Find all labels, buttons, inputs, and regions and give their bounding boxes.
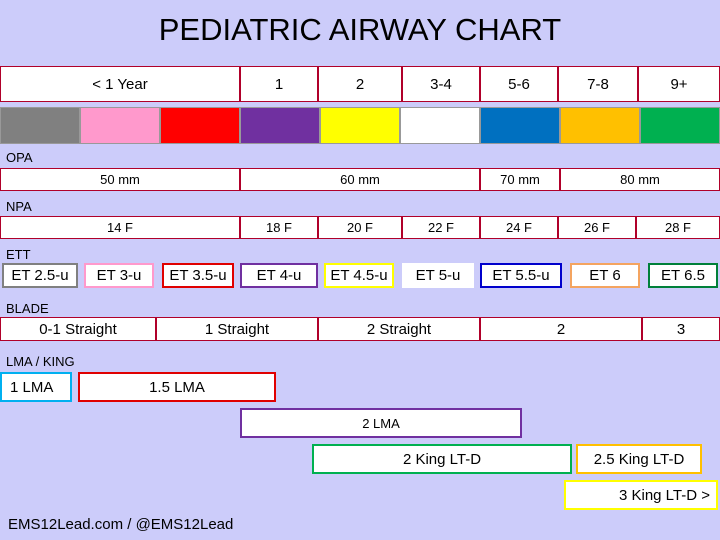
age-cell: 3-4 <box>402 66 480 102</box>
blade-size: 2 <box>480 317 642 341</box>
opa-size: 60 mm <box>240 168 480 191</box>
opa-size: 70 mm <box>480 168 560 191</box>
ett-size: ET 5.5-u <box>480 263 562 288</box>
npa-size: 20 F <box>318 216 402 239</box>
npa-size: 14 F <box>0 216 240 239</box>
age-cell: < 1 Year <box>0 66 240 102</box>
lma-king-size: 2 King LT-D <box>312 444 572 474</box>
color-swatch <box>480 107 560 144</box>
npa-size: 18 F <box>240 216 318 239</box>
row-label: NPA <box>6 199 32 214</box>
lma-king-size: 3 King LT-D > <box>564 480 718 510</box>
color-swatch <box>640 107 720 144</box>
opa-size: 50 mm <box>0 168 240 191</box>
lma-king-size: 1 LMA <box>0 372 72 402</box>
ett-size: ET 3.5-u <box>162 263 234 288</box>
blade-size: 2 Straight <box>318 317 480 341</box>
blade-size: 3 <box>642 317 720 341</box>
ett-size: ET 2.5-u <box>2 263 78 288</box>
title: PEDIATRIC AIRWAY CHART <box>158 12 562 47</box>
age-cell: 7-8 <box>558 66 638 102</box>
ett-size: ET 5-u <box>402 263 474 288</box>
lma-king-size: 1.5 LMA <box>78 372 276 402</box>
ett-size: ET 6.5 <box>648 263 718 288</box>
row-label: OPA <box>6 150 33 165</box>
npa-size: 24 F <box>480 216 558 239</box>
age-cell: 1 <box>240 66 318 102</box>
footer: EMS12Lead.com / @EMS12Lead <box>8 516 234 533</box>
ett-size: ET 3-u <box>84 263 154 288</box>
color-swatch <box>560 107 640 144</box>
ett-size: ET 4.5-u <box>324 263 394 288</box>
lma-king-size: 2 LMA <box>240 408 522 438</box>
row-label: ETT <box>6 247 31 262</box>
color-swatch <box>400 107 480 144</box>
color-swatch <box>80 107 160 144</box>
npa-size: 28 F <box>636 216 720 239</box>
age-cell: 2 <box>318 66 402 102</box>
row-label: LMA / KING <box>6 354 75 369</box>
opa-size: 80 mm <box>560 168 720 191</box>
npa-size: 26 F <box>558 216 636 239</box>
npa-size: 22 F <box>402 216 480 239</box>
ett-size: ET 4-u <box>240 263 318 288</box>
lma-king-size: 2.5 King LT-D <box>576 444 702 474</box>
color-swatch <box>160 107 240 144</box>
color-swatch <box>240 107 320 144</box>
age-cell: 9+ <box>638 66 720 102</box>
blade-size: 0-1 Straight <box>0 317 156 341</box>
row-label: BLADE <box>6 301 49 316</box>
color-swatch <box>0 107 80 144</box>
ett-size: ET 6 <box>570 263 640 288</box>
blade-size: 1 Straight <box>156 317 318 341</box>
age-cell: 5-6 <box>480 66 558 102</box>
color-swatch <box>320 107 400 144</box>
